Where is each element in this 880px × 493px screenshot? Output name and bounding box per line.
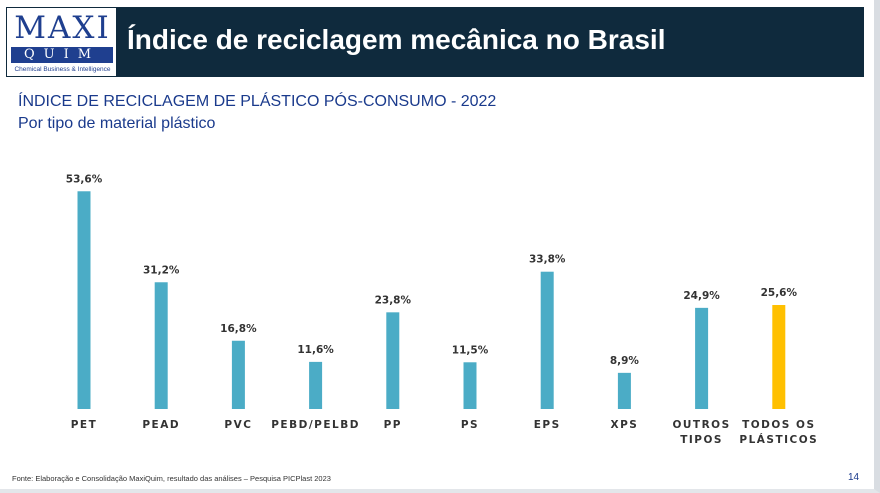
category-label-8: XPS [610, 419, 638, 431]
data-label-5: 23,8% [375, 294, 412, 306]
category-label-5: PP [384, 419, 402, 431]
category-label-4: PEBD/PELBD [271, 419, 360, 431]
page-title: Índice de reciclagem mecânica no Brasil [127, 24, 666, 55]
bar-3 [231, 340, 245, 409]
data-label-10: 25,6% [761, 287, 798, 299]
data-label-4: 11,6% [297, 344, 334, 356]
bar-1 [77, 191, 91, 409]
logo-maxi-text: MAXI [14, 10, 111, 46]
category-label-2: PEAD [142, 419, 180, 431]
data-label-1: 53,6% [66, 173, 103, 185]
data-label-8: 8,9% [610, 355, 640, 367]
category-label-7: EPS [534, 419, 561, 431]
page-number: 14 [848, 472, 860, 483]
source-note: Fonte: Elaboração e Consolidação MaxiQui… [12, 474, 331, 483]
bar-2 [154, 282, 168, 409]
data-label-6: 11,5% [452, 344, 489, 356]
bar-6 [463, 362, 477, 409]
logo-tagline: Chemical Business & Intelligence [14, 66, 111, 73]
title-banner [6, 7, 864, 77]
data-label-9: 24,9% [683, 290, 720, 302]
category-label-9: TIPOS [680, 434, 723, 446]
data-label-7: 33,8% [529, 254, 566, 266]
bar-10 [772, 305, 786, 409]
data-label-2: 31,2% [143, 264, 180, 276]
category-label-10: PLÁSTICOS [739, 433, 818, 446]
bar-4 [309, 361, 323, 409]
category-label-3: PVC [224, 419, 252, 431]
bar-5 [386, 312, 400, 409]
bar-7 [540, 271, 554, 409]
data-label-3: 16,8% [220, 323, 257, 335]
category-label-6: PS [461, 419, 479, 431]
chart-subtitle: Por tipo de material plástico [18, 115, 216, 132]
bar-8 [617, 372, 631, 409]
logo-quim-text: QUIM [11, 47, 113, 63]
chart-title: ÍNDICE DE RECICLAGEM DE PLÁSTICO PÓS-CON… [18, 93, 497, 110]
bar-chart: 53,6% PET 31,2% PEAD 16,8% PVC 11,6% PEBD/PELBD… [66, 173, 818, 446]
category-label-10: TODOS OS [742, 419, 815, 431]
bar-9 [695, 307, 709, 409]
category-label-9: OUTROS [672, 419, 730, 431]
maxiquim-logo: MAXI QUIM Chemical Business & Intelligen… [6, 7, 117, 77]
category-label-1: PET [71, 419, 98, 431]
